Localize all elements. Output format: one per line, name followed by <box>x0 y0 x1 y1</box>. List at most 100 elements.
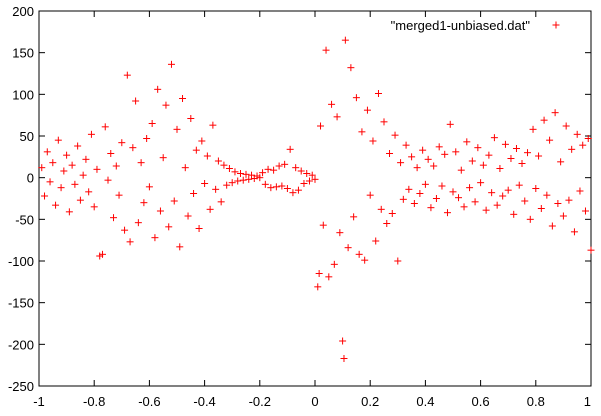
data-point <box>330 260 338 268</box>
data-point <box>236 170 244 177</box>
y-axis: -250 -200 -150 -100 -50 0 50 100 150 200 <box>8 4 591 394</box>
data-point <box>341 36 349 44</box>
x-tick-label: -1 <box>33 394 45 409</box>
data-point <box>340 355 348 362</box>
x-tick-label: -0.2 <box>249 394 271 409</box>
data-point <box>446 120 454 128</box>
x-tick-label: 0.2 <box>361 394 379 409</box>
data-point <box>336 229 344 237</box>
data-point <box>587 246 595 254</box>
data-point <box>386 150 394 157</box>
data-point <box>333 113 341 121</box>
data-point <box>115 191 123 199</box>
data-point <box>201 180 209 187</box>
data-point <box>460 203 468 211</box>
data-point <box>98 250 106 258</box>
data-point <box>239 176 247 184</box>
data-point <box>397 159 405 167</box>
data-point <box>374 90 382 97</box>
data-point <box>261 180 269 188</box>
data-point <box>297 167 305 175</box>
data-point <box>79 171 87 179</box>
data-point <box>471 198 479 206</box>
y-tick-label: -50 <box>15 212 34 227</box>
data-point <box>71 180 79 188</box>
data-point <box>54 136 62 144</box>
data-point <box>190 190 198 197</box>
data-point <box>154 85 162 93</box>
data-point <box>126 238 134 246</box>
data-point <box>405 185 413 193</box>
data-point <box>303 170 311 177</box>
data-point <box>317 122 325 130</box>
data-point <box>568 145 576 153</box>
data-point <box>504 186 512 194</box>
data-point <box>565 196 573 204</box>
data-point <box>438 182 446 190</box>
data-point <box>490 134 498 142</box>
data-point <box>551 109 559 117</box>
data-point <box>300 180 308 187</box>
data-point <box>443 209 451 217</box>
data-point <box>151 234 159 242</box>
data-point <box>416 190 424 197</box>
data-point <box>325 273 333 281</box>
data-point <box>352 94 360 102</box>
data-point <box>388 210 396 217</box>
x-tick-label: 0.8 <box>527 394 545 409</box>
data-point <box>231 168 239 176</box>
data-point <box>270 166 278 174</box>
data-point <box>134 219 142 227</box>
data-point <box>581 207 589 215</box>
data-point <box>314 283 322 291</box>
data-point <box>557 158 565 166</box>
y-tick-label: 50 <box>20 129 34 144</box>
data-point <box>474 144 482 152</box>
data-point <box>526 215 534 223</box>
data-point <box>76 196 84 204</box>
y-tick-label: 0 <box>27 171 34 186</box>
data-point <box>482 206 490 214</box>
data-point <box>358 128 366 136</box>
data-point <box>540 116 548 124</box>
data-point <box>170 197 178 205</box>
data-point <box>112 162 120 170</box>
data-point <box>110 214 118 222</box>
data-point <box>501 140 509 148</box>
data-point <box>181 164 189 172</box>
data-point <box>554 200 562 207</box>
x-tick-label: 0 <box>311 394 318 409</box>
data-point <box>132 97 140 105</box>
data-point <box>145 183 153 191</box>
data-point <box>521 197 529 205</box>
data-point <box>529 125 537 133</box>
data-point <box>366 191 374 199</box>
data-point <box>209 121 217 129</box>
data-point <box>165 223 173 231</box>
y-tick-label: 150 <box>12 46 34 61</box>
x-tick-label: -0.6 <box>138 394 160 409</box>
data-point <box>228 179 236 187</box>
data-point <box>85 188 93 196</box>
data-point <box>278 182 286 190</box>
data-point <box>143 135 151 142</box>
x-tick-label: -0.8 <box>83 394 105 409</box>
data-point <box>57 184 65 192</box>
data-point <box>319 221 327 229</box>
data-point <box>457 166 465 174</box>
data-point <box>380 118 388 126</box>
data-point <box>579 141 587 149</box>
data-point <box>455 194 463 202</box>
data-point <box>399 195 407 203</box>
data-point <box>93 165 101 173</box>
data-point <box>187 115 195 122</box>
data-point <box>363 106 371 114</box>
data-point <box>499 192 507 200</box>
data-point <box>264 165 272 173</box>
data-point <box>468 157 476 165</box>
data-point <box>256 174 264 182</box>
data-point <box>485 151 493 159</box>
data-point <box>402 141 410 149</box>
legend-label: "merged1-unbiased.dat" <box>391 18 531 33</box>
